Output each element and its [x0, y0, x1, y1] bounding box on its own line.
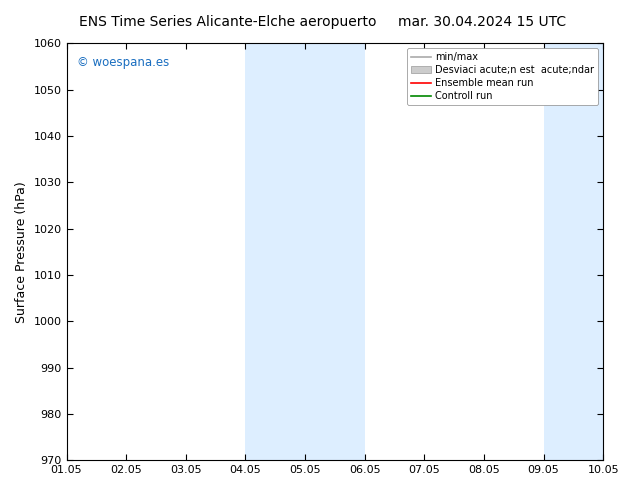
Bar: [543, 44, 588, 460]
Text: mar. 30.04.2024 15 UTC: mar. 30.04.2024 15 UTC: [398, 15, 566, 29]
Bar: [245, 44, 305, 460]
Bar: [305, 44, 365, 460]
Legend: min/max, Desviaci acute;n est  acute;ndar, Ensemble mean run, Controll run: min/max, Desviaci acute;n est acute;ndar…: [407, 49, 598, 105]
Text: © woespana.es: © woespana.es: [77, 56, 169, 69]
Bar: [588, 44, 633, 460]
Y-axis label: Surface Pressure (hPa): Surface Pressure (hPa): [15, 181, 28, 323]
Text: ENS Time Series Alicante-Elche aeropuerto: ENS Time Series Alicante-Elche aeropuert…: [79, 15, 377, 29]
